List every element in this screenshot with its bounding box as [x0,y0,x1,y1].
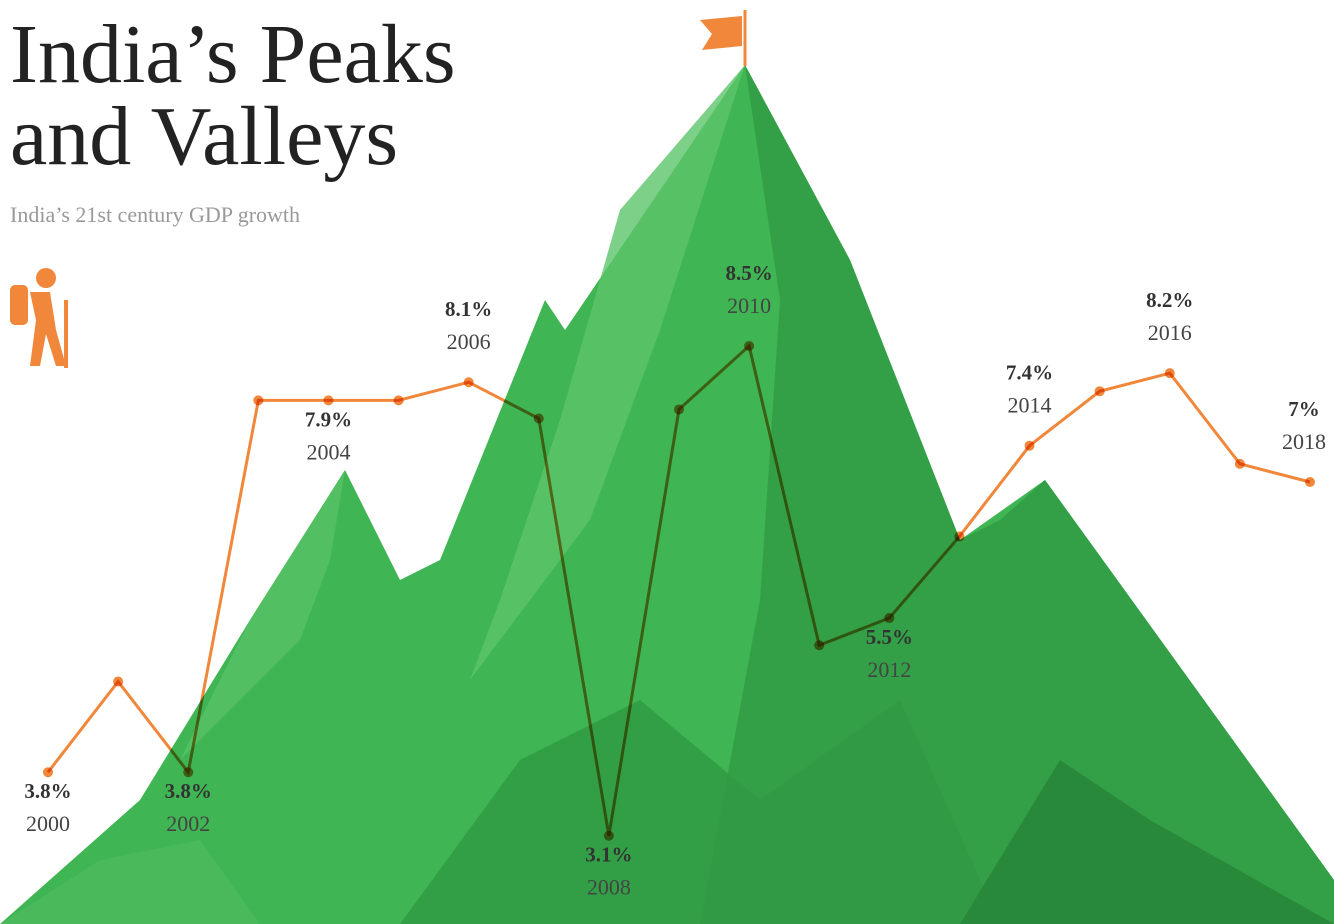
hiker-icon [10,268,66,368]
data-point [183,767,193,777]
data-point [604,831,614,841]
year-label: 2000 [26,811,70,836]
value-label: 7% [1288,397,1320,421]
year-label: 2014 [1008,393,1052,418]
value-label: 3.8% [24,779,71,803]
chart-subtitle: India’s 21st century GDP growth [10,202,300,227]
data-point [323,395,333,405]
data-point [744,341,754,351]
year-label: 2002 [166,811,210,836]
data-point [884,613,894,623]
data-point [1165,368,1175,378]
value-label: 8.5% [725,261,772,285]
flag [700,10,745,66]
value-label: 8.2% [1146,288,1193,312]
data-point [43,767,53,777]
year-label: 2004 [306,439,350,464]
data-point [1025,441,1035,451]
data-point [1095,386,1105,396]
year-label: 2012 [867,657,911,682]
data-point [534,414,544,424]
chart: India’s Peaksand Valleys India’s 21st ce… [0,0,1334,924]
data-point [113,677,123,687]
year-label: 2018 [1282,429,1326,454]
data-point [464,377,474,387]
data-point [954,531,964,541]
year-label: 2010 [727,293,771,318]
year-label: 2008 [587,875,631,900]
value-label: 7.4% [1006,361,1053,385]
value-label: 3.1% [585,843,632,867]
data-point [253,395,263,405]
value-label: 8.1% [445,297,492,321]
value-label: 3.8% [165,779,212,803]
year-label: 2016 [1148,320,1192,345]
value-label: 5.5% [866,625,913,649]
value-label: 7.9% [305,407,352,431]
year-label: 2006 [447,329,491,354]
data-point [674,404,684,414]
data-point [394,395,404,405]
data-point [1235,459,1245,469]
data-point [814,640,824,650]
data-point [1305,477,1315,487]
